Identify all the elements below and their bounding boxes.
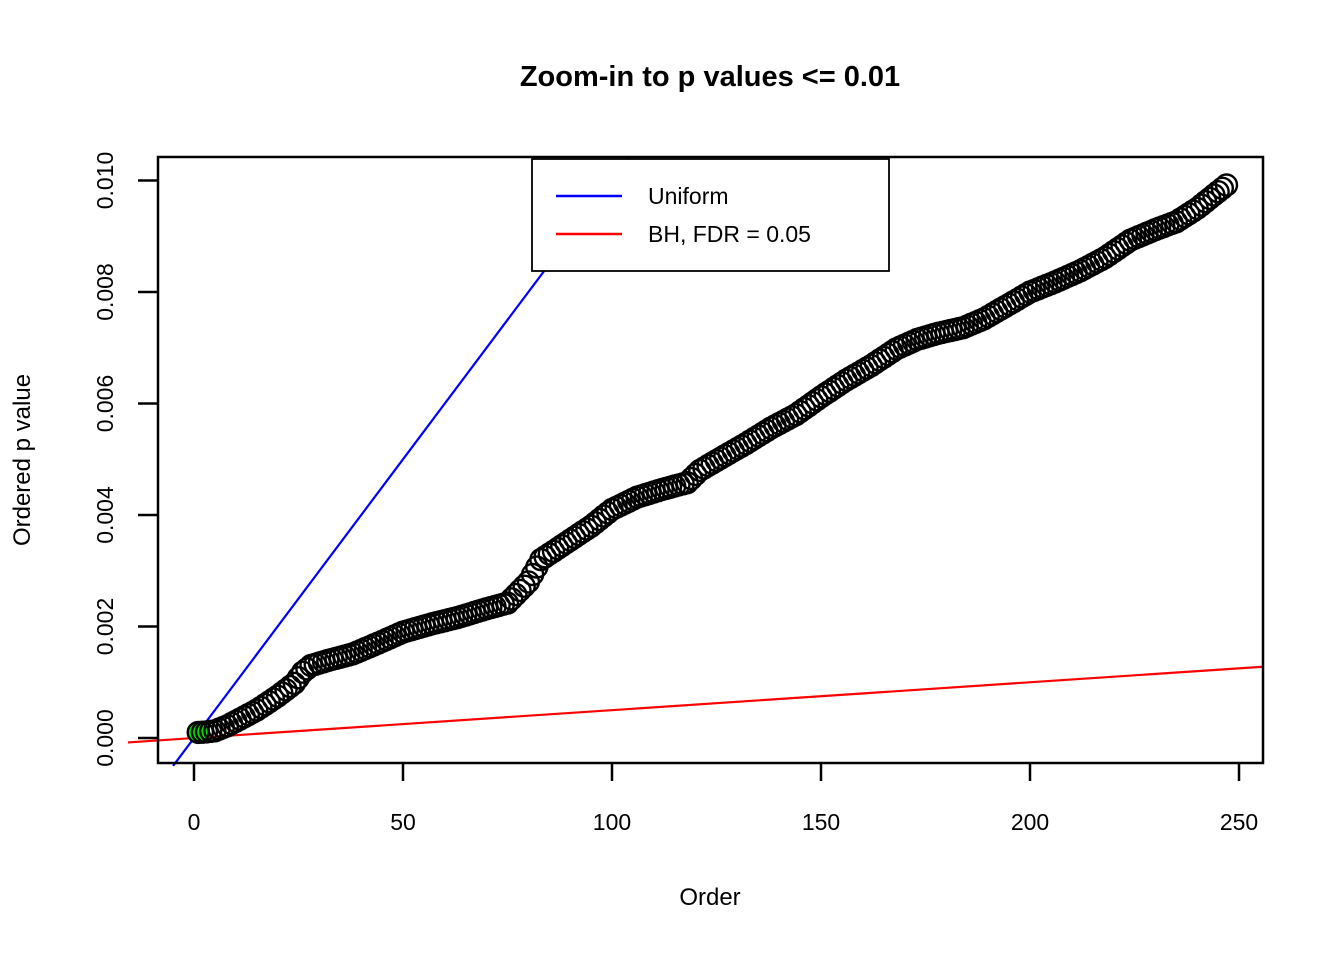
legend: Uniform BH, FDR = 0.05 xyxy=(531,158,890,272)
p-value-point xyxy=(500,587,524,611)
chart-title: Zoom-in to p values <= 0.01 xyxy=(520,61,900,93)
p-value-point xyxy=(1206,179,1230,204)
y-tick-label: 0.000 xyxy=(92,709,118,767)
p-value-point xyxy=(508,578,532,603)
y-tick-label: 0.004 xyxy=(92,486,118,544)
y-tick-label: 0.002 xyxy=(92,598,118,656)
y-tick-label: 0.008 xyxy=(92,263,118,321)
x-axis-title: Order xyxy=(679,884,740,911)
p-value-point xyxy=(1210,176,1235,201)
p-value-point xyxy=(683,462,708,487)
bh-threshold-line xyxy=(127,665,1264,744)
y-tick-label: 0.010 xyxy=(92,152,118,210)
x-tick-label: 100 xyxy=(593,809,631,835)
x-tick-label: 250 xyxy=(1220,809,1258,835)
p-value-point xyxy=(591,504,616,528)
p-value-point xyxy=(675,471,699,495)
legend-bh-label: BH, FDR = 0.05 xyxy=(648,221,811,247)
legend-uniform-label: Uniform xyxy=(648,183,729,209)
plot-box xyxy=(156,155,1265,765)
legend-box xyxy=(531,158,890,272)
p-value-point xyxy=(1214,173,1239,197)
pvalue-points xyxy=(186,173,1239,745)
x-tick-label: 0 xyxy=(188,809,201,835)
p-value-point xyxy=(286,666,311,690)
p-value-point xyxy=(512,574,536,598)
plot-area: 0 50 100 150 200 250 0.000 0.002 0.004 0.006 0.008… xyxy=(92,152,1264,835)
y-tick-label: 0.006 xyxy=(92,375,118,433)
p-value-point xyxy=(274,678,298,702)
p-value-point xyxy=(278,674,302,699)
x-tick-label: 50 xyxy=(390,809,416,835)
y-axis-title: Ordered p value xyxy=(9,374,36,546)
p-value-point xyxy=(504,582,528,607)
x-tick-label: 150 xyxy=(802,809,840,835)
p-value-point xyxy=(495,591,520,615)
x-tick-label: 200 xyxy=(1011,809,1049,835)
